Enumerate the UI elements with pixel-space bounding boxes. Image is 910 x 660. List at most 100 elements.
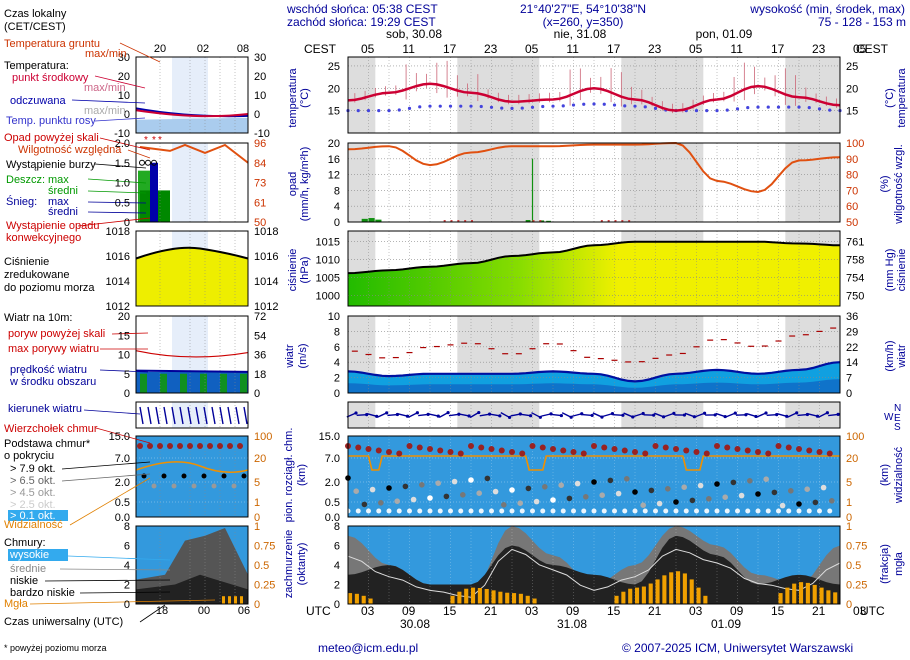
mini-cover-tick: 8 [124, 521, 130, 533]
wind-arrow [459, 413, 470, 417]
temp-line [347, 82, 841, 112]
mini-cloud-top-dot [177, 443, 183, 449]
wind-arrow-head [682, 413, 687, 417]
fog-bar [655, 579, 660, 604]
legend-okt-25: > 2.5 okt. [10, 499, 56, 511]
bottom-hour-tick: 03 [361, 604, 375, 618]
wind-arrow-head [692, 415, 696, 419]
wind-arrow [356, 413, 367, 417]
humidity-axis-unit: (%) [879, 175, 891, 192]
footer-copyright: © 2007-2025 ICM, Uniwersytet Warszawski [622, 641, 853, 655]
top-hour-tick: 05 [361, 42, 375, 56]
dew-point-dot [438, 104, 442, 108]
cloud-base-dot-low [724, 508, 730, 514]
mini-cover-tick: 2 [124, 580, 130, 592]
dew-point-dot [530, 105, 535, 109]
wind-area-dark [348, 379, 840, 393]
cloud-base-dot-low [653, 508, 658, 514]
fog-bar [614, 595, 619, 604]
cloud-tick: 0.5 [115, 497, 130, 509]
mini-precip-tick: 0 [124, 217, 130, 229]
cloud-ext-axis-unit: (km) [296, 464, 308, 486]
mini-temp-line [135, 109, 249, 118]
mini-wind-stripe [160, 373, 167, 393]
visibility-axis-unit: (km) [879, 464, 891, 486]
rain-bar [539, 220, 545, 222]
cloud-top-dot [375, 447, 382, 454]
cloud-top-dot [591, 443, 597, 449]
wind-arrow [541, 413, 552, 417]
mini-temp-tick: 10 [254, 90, 266, 102]
dew-point-dot [489, 105, 494, 109]
mini-wind-tick: 15 [118, 330, 130, 342]
wind-arrow [807, 413, 818, 417]
cloud-base-dot [492, 488, 499, 495]
wind-arrow [418, 413, 429, 417]
cloud-base-dot [361, 501, 368, 508]
mini-bottom-tick: 00 [198, 605, 210, 617]
mini-humidity-tick: 84 [254, 158, 266, 170]
precip-above-mark: * [152, 135, 156, 146]
legend-leader [87, 190, 147, 194]
cloud-base-dot [648, 487, 655, 494]
dew-point-dot [407, 106, 412, 111]
dew-point-dot [541, 104, 545, 109]
cloud-top-dot [816, 449, 823, 455]
panel-frame [347, 315, 841, 394]
mini-fog-bar [234, 596, 237, 604]
bottom-hour-tick: 09 [730, 604, 744, 618]
cloud-base-dot-low [458, 508, 464, 514]
cloud-base-dot-low [765, 508, 771, 514]
humidity-tick: 70 [846, 185, 858, 197]
dew-point-dot [551, 104, 555, 108]
panel-frame [347, 435, 841, 518]
cloud-top-dot [580, 450, 587, 457]
cloud-base-dot [583, 494, 589, 500]
convective-mark [532, 220, 535, 222]
wind-arrow-head [600, 415, 604, 419]
bottom-hour-tick: 03 [689, 604, 703, 618]
footer-email[interactable]: meteo@icm.edu.pl [318, 641, 418, 655]
wind-arrow [664, 412, 675, 418]
wind-arrow [520, 413, 531, 417]
fog-tick: 0 [846, 599, 852, 611]
legend-leader [127, 149, 151, 159]
mini-wind-arrow [163, 406, 168, 425]
mini-temp-tick: -10 [114, 128, 130, 140]
wind-kmh-tick: 0 [846, 388, 852, 400]
wind-line [347, 361, 841, 383]
pressure-tick: 1005 [316, 272, 340, 284]
cloud-top-dot [703, 450, 710, 457]
utc-label-right: UTC [860, 604, 885, 618]
fog-bar [361, 595, 366, 604]
cloud-base-dot [386, 485, 392, 491]
legend-okt-45: > 4.5 okt. [10, 487, 56, 499]
legend-leader [111, 332, 149, 335]
cloud-top-dot [785, 444, 792, 451]
mini-panel-frame [135, 525, 249, 605]
sunrise-text: wschód słońca: 05:38 CEST [286, 2, 438, 16]
mini-cloud-base-dot [221, 473, 227, 479]
cloud-top-dot [796, 446, 802, 452]
cloud-base-dot-low [417, 508, 423, 514]
cloud-base-dot [427, 495, 433, 501]
night-band [457, 143, 540, 222]
mini-temp-tick: 10 [118, 90, 130, 102]
mini-fog-bar [228, 596, 231, 604]
wind-axis-title-right: wiatr [896, 344, 908, 369]
cloud-base-dot-low [786, 508, 792, 514]
wind-arrow [818, 412, 828, 418]
mini-cloud-top-dot [237, 443, 243, 449]
storm-mark [151, 159, 157, 166]
mini-pressure-tick: 1016 [106, 251, 130, 263]
wind-arrow [489, 413, 500, 417]
temp-tick: 25 [846, 61, 858, 73]
cloud-top-dot [478, 444, 485, 451]
mini-cloud-base-dot [241, 473, 247, 479]
temp-axis-title-right: temperatura [896, 67, 908, 127]
fog-bar [805, 582, 810, 604]
visibility-line [348, 455, 840, 471]
cloud-base-dot [509, 487, 515, 493]
convective-mark [607, 220, 610, 222]
visibility-tick: 5 [846, 477, 852, 489]
